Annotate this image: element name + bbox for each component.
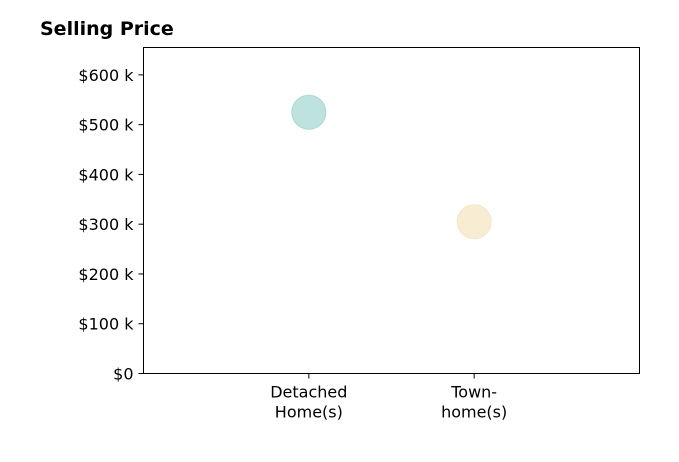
chart-title: Selling Price	[40, 18, 174, 40]
x-axis: Detached Home(s) Town-home(s)	[270, 373, 507, 422]
y-tick-label: $500 k	[78, 116, 134, 135]
plot-area	[143, 47, 640, 374]
y-axis: $0 $100 k $200 k $300 k $400 k $500 k $600 k	[78, 66, 144, 384]
x-tick-label: Detached Home(s)	[270, 383, 347, 422]
y-tick-label: $100 k	[78, 315, 134, 334]
data-point	[456, 204, 492, 240]
y-tick-label: $0	[113, 365, 133, 384]
y-tick-label: $600 k	[78, 66, 134, 85]
y-tick-label: $200 k	[78, 265, 134, 284]
y-tick-label: $400 k	[78, 165, 134, 184]
data-point	[291, 94, 327, 130]
y-tick-label: $300 k	[78, 215, 134, 234]
data-points	[291, 94, 492, 240]
x-tick-label: Town-home(s)	[441, 383, 507, 422]
